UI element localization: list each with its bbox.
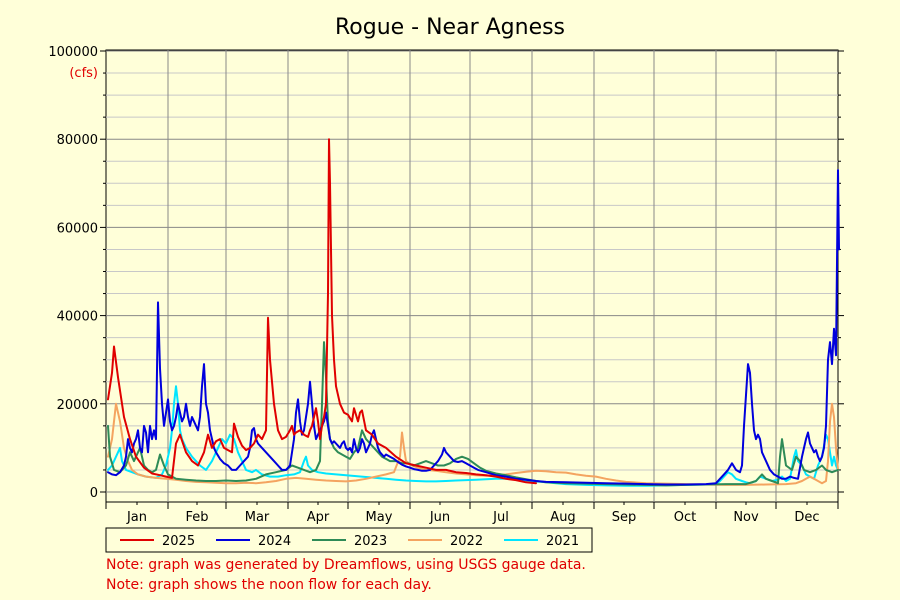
x-tick-label: Oct xyxy=(674,510,696,525)
y-tick-label: 80000 xyxy=(57,133,98,148)
legend: 2025 2024 2023 2022 2021 xyxy=(120,534,579,549)
data-series xyxy=(107,138,840,487)
x-tick-label: Dec xyxy=(794,510,819,525)
legend-label-2024: 2024 xyxy=(258,534,291,549)
chart-title: Rogue - Near Agness xyxy=(335,15,565,40)
y-tick-label: 100000 xyxy=(48,45,98,60)
legend-label-2021: 2021 xyxy=(546,534,579,549)
x-tick-label: Jul xyxy=(492,510,509,525)
note-data-source: Note: graph was generated by Dreamflows,… xyxy=(106,557,586,573)
legend-label-2022: 2022 xyxy=(450,534,483,549)
x-tick-label: Sep xyxy=(612,510,637,525)
x-axis: Jan Feb Mar Apr May Jun Jul Aug Sep Oct Nov Dec xyxy=(105,502,839,525)
grid-lines xyxy=(106,50,838,502)
x-tick-label: Nov xyxy=(733,510,759,525)
series-line-2023 xyxy=(107,341,839,487)
series-line-2025 xyxy=(107,138,537,485)
legend-label-2023: 2023 xyxy=(354,534,387,549)
y-axis-unit-label: (cfs) xyxy=(69,66,98,81)
note-noon-flow: Note: graph shows the noon flow for each… xyxy=(106,577,432,593)
y-tick-label: 0 xyxy=(90,486,98,501)
x-tick-label: Mar xyxy=(245,510,270,525)
x-tick-label: May xyxy=(366,510,393,525)
x-tick-label: Aug xyxy=(550,510,575,525)
y-tick-label: 20000 xyxy=(57,398,98,413)
x-tick-label: Jun xyxy=(429,510,450,525)
x-tick-label: Jan xyxy=(126,510,147,525)
legend-label-2025: 2025 xyxy=(162,534,195,549)
series-line-2024 xyxy=(107,169,840,486)
y-axis: 0 20000 40000 60000 80000 100000 xyxy=(48,45,844,501)
y-tick-label: 60000 xyxy=(57,221,98,236)
x-tick-label: Feb xyxy=(185,510,208,525)
y-tick-label: 40000 xyxy=(57,310,98,325)
x-tick-label: Apr xyxy=(307,510,330,525)
plot-area xyxy=(105,49,839,503)
